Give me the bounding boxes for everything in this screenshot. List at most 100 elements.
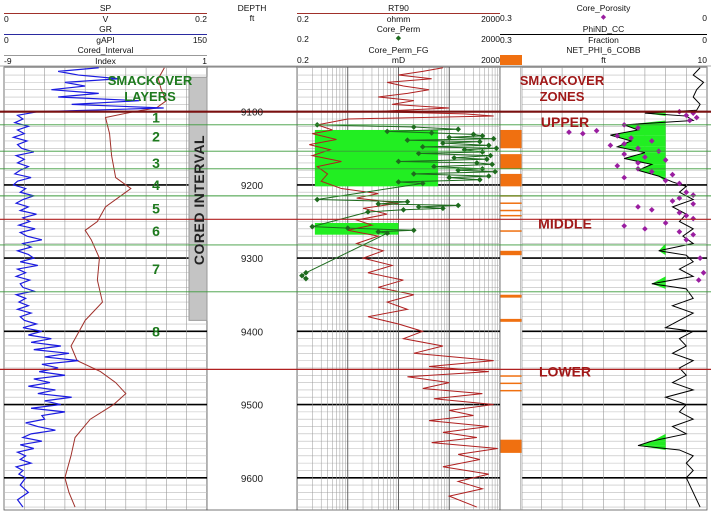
core-perm-point bbox=[314, 196, 321, 203]
header-track-1: SP 0 V 0.2 GR 0 gAPI 150 Cored_Interval -9 In… bbox=[4, 3, 207, 66]
core-perm-fg-name: Core_Perm_FG bbox=[368, 45, 429, 55]
rt90-name: RT90 bbox=[388, 3, 409, 13]
zone-label: Lower bbox=[539, 364, 591, 380]
phi-net-fill bbox=[638, 445, 666, 450]
core-perm-point bbox=[455, 126, 462, 133]
net-phi-max: 10 bbox=[697, 55, 707, 65]
core-perm-point bbox=[309, 223, 316, 230]
layers-title-line-1: SMACKOVER bbox=[108, 73, 193, 88]
zone-label: Middle bbox=[538, 216, 592, 232]
core-perm-point bbox=[410, 124, 417, 130]
core-perm-point bbox=[419, 143, 426, 150]
core-porosity-point bbox=[614, 133, 621, 139]
layer-label: 5 bbox=[152, 200, 160, 216]
depth-tick-label: 9400 bbox=[241, 327, 264, 338]
depth-tick-label: 9500 bbox=[241, 401, 264, 412]
core-perm-point bbox=[384, 128, 391, 135]
layer-label: 8 bbox=[152, 323, 160, 339]
core-porosity-point bbox=[676, 209, 683, 216]
core-porosity-point bbox=[642, 154, 648, 160]
core-perm-marker-icon: ◆ bbox=[395, 35, 402, 42]
sp-curve bbox=[64, 67, 168, 508]
layers-title-line-2: LAYERS bbox=[124, 89, 176, 104]
core-perm-point bbox=[419, 180, 426, 187]
core-perm-point bbox=[404, 137, 411, 144]
core-porosity-point bbox=[662, 177, 669, 184]
core-porosity-point bbox=[607, 142, 614, 149]
gr-unit: gAPI bbox=[96, 35, 115, 45]
core-perm-point bbox=[483, 156, 490, 163]
core-porosity-name: Core_Porosity bbox=[576, 3, 631, 13]
cored-name: Cored_Interval bbox=[77, 45, 134, 55]
core-perm-max: 2000 bbox=[481, 34, 500, 44]
core-perm-point bbox=[404, 198, 411, 205]
core-porosity-point bbox=[648, 206, 655, 213]
core-porosity-point bbox=[669, 171, 676, 178]
core-porosity-point bbox=[579, 130, 586, 137]
core-porosity-point bbox=[566, 129, 572, 135]
rt90-unit: ohmm bbox=[386, 14, 411, 24]
core-perm-fg-unit: mD bbox=[391, 55, 406, 65]
net-phi-bar bbox=[500, 230, 522, 232]
cored-interval-bar bbox=[188, 76, 208, 321]
core-porosity-point bbox=[690, 231, 697, 238]
header-track-4: Core_Porosity 0.3 ◆ 0 PhiND_CC 0.3 Fraction… bbox=[500, 3, 707, 65]
core-perm-point bbox=[451, 154, 457, 161]
core-perm-point bbox=[431, 163, 437, 170]
core-porosity-point bbox=[683, 212, 690, 219]
phind-max: 0 bbox=[702, 35, 707, 45]
depth-tick-label: 9100 bbox=[241, 108, 264, 119]
cored-unit: Index bbox=[95, 56, 116, 66]
core-perm-point bbox=[479, 133, 486, 139]
cored-min: -9 bbox=[4, 56, 12, 66]
core-perm-point bbox=[492, 168, 498, 175]
core-porosity-point bbox=[635, 124, 641, 131]
net-phi-bar bbox=[500, 294, 522, 298]
cored-max: 1 bbox=[202, 56, 207, 66]
phi-net-fill bbox=[610, 129, 666, 136]
core-porosity-point bbox=[628, 135, 634, 141]
core-perm-point bbox=[440, 140, 446, 146]
core-porosity-point bbox=[614, 163, 621, 169]
core-perm-point bbox=[490, 135, 497, 142]
core-perm-name: Core_Perm bbox=[376, 24, 421, 34]
phind-min: 0.3 bbox=[500, 35, 512, 45]
core-perm-point bbox=[384, 230, 391, 237]
net-phi-bar bbox=[500, 173, 522, 187]
core-perm-point bbox=[303, 275, 309, 282]
core-perm-point bbox=[455, 202, 462, 209]
net-phi-bar bbox=[500, 202, 522, 204]
core-perm-point bbox=[440, 205, 446, 212]
core-porosity-point bbox=[635, 204, 641, 210]
net-phi-bar bbox=[500, 154, 522, 169]
core-perm-point bbox=[485, 173, 492, 179]
zones-title-line-2: ZONES bbox=[540, 89, 585, 104]
depth-tick-label: 9300 bbox=[241, 254, 264, 265]
core-porosity-marker-icon: ◆ bbox=[600, 14, 607, 21]
layer-label: 7 bbox=[152, 261, 160, 277]
core-porosity-point bbox=[621, 151, 628, 157]
depth-tick-label: 9600 bbox=[241, 474, 264, 485]
core-perm-fg-min: 0.2 bbox=[297, 55, 309, 65]
gr-min: 0 bbox=[4, 35, 9, 45]
net-phi-bar bbox=[500, 375, 522, 377]
core-perm-point bbox=[474, 160, 480, 166]
core-porosity-min: 0.3 bbox=[500, 13, 512, 23]
core-porosity-point bbox=[635, 145, 641, 152]
rt90-curve bbox=[309, 67, 498, 508]
net-phi-bar bbox=[500, 389, 522, 392]
net-phi-unit: ft bbox=[601, 55, 606, 65]
core-perm-point bbox=[476, 176, 483, 183]
core-perm-point bbox=[446, 134, 453, 141]
core-porosity-point bbox=[686, 117, 693, 124]
net-phi-bar bbox=[500, 318, 522, 322]
core-porosity-point bbox=[621, 223, 628, 229]
core-perm-min: 0.2 bbox=[297, 34, 309, 44]
core-porosity-point bbox=[697, 255, 703, 261]
core-porosity-max: 0 bbox=[702, 13, 707, 23]
net-phi-bar bbox=[500, 250, 522, 256]
core-perm-point bbox=[395, 158, 402, 165]
rt90-min: 0.2 bbox=[297, 14, 309, 24]
net-phi-bar bbox=[500, 209, 522, 212]
phind-name: PhiND_CC bbox=[582, 24, 625, 34]
